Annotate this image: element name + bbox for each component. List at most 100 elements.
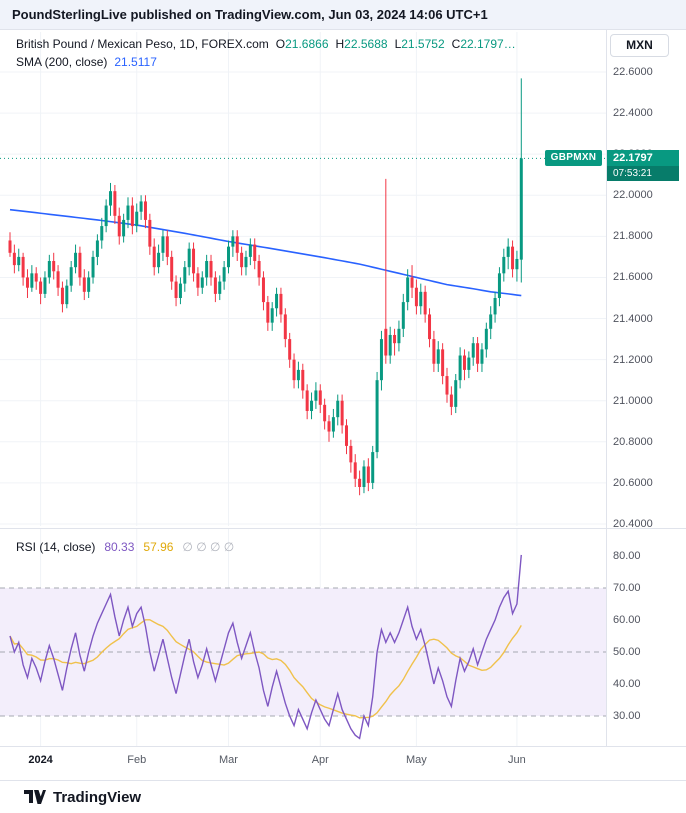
pane-separator[interactable]: [0, 528, 686, 529]
attribution-bar: PoundSterlingLive published on TradingVi…: [0, 0, 686, 30]
high-label: H: [335, 37, 345, 51]
candle-body: [270, 308, 274, 323]
candle-body: [301, 369, 305, 391]
candle-body: [375, 380, 379, 453]
time-tick-label: Feb: [127, 754, 147, 766]
candle-body: [480, 349, 484, 364]
last-price-label: 22.1797: [607, 150, 679, 166]
candle-body: [231, 236, 235, 247]
time-tick-label: Apr: [311, 754, 329, 766]
currency-button[interactable]: MXN: [610, 34, 669, 57]
close-label: C: [451, 37, 461, 51]
candle-body: [100, 226, 104, 241]
candle-body: [200, 277, 204, 288]
candle-body: [261, 277, 265, 303]
rsi-tick-label: 70.00: [613, 582, 641, 594]
candle-body: [323, 404, 327, 422]
candle-body: [52, 261, 56, 272]
candle-body: [423, 291, 427, 315]
candle-body: [139, 201, 143, 212]
candle-body: [187, 248, 191, 268]
candle-body: [56, 271, 60, 288]
open-label: O: [275, 37, 286, 51]
candle-body: [69, 267, 73, 286]
candle-body: [349, 445, 353, 463]
rsi-line: [9, 554, 522, 740]
attribution-text: PoundSterlingLive published on TradingVi…: [12, 7, 488, 22]
candle-body: [515, 258, 519, 270]
footer-bar: TradingView: [0, 780, 686, 813]
candle-body: [95, 240, 99, 257]
candle-body: [209, 261, 213, 278]
candle-body: [113, 191, 117, 216]
candle-body: [497, 273, 501, 298]
candle-body: [135, 211, 139, 227]
price-chart-canvas[interactable]: [0, 32, 606, 526]
price-tick-label: 21.0000: [613, 394, 653, 407]
candle-body: [445, 376, 449, 395]
candle-body: [476, 343, 480, 364]
candle-body: [165, 236, 169, 257]
candle-body: [91, 256, 95, 278]
candle-body: [292, 359, 296, 381]
candle-body: [213, 277, 217, 294]
candle-body: [393, 334, 397, 344]
candle-body: [74, 252, 78, 268]
price-tick-label: 21.2000: [613, 353, 653, 366]
candle-body: [353, 462, 357, 479]
candle-body: [362, 466, 366, 488]
candle-body: [257, 261, 261, 278]
candle-body: [283, 314, 287, 340]
candle-body: [511, 246, 515, 270]
candle-body: [87, 277, 91, 292]
candle-body: [34, 273, 38, 282]
price-tick-label: 22.0000: [613, 189, 653, 202]
candle-body: [288, 339, 292, 360]
candle-body: [379, 339, 383, 381]
open-value: 21.6866: [285, 37, 329, 51]
rsi-tick-label: 60.00: [613, 614, 641, 626]
candle-body: [196, 273, 200, 288]
tradingview-logo-icon: [24, 790, 46, 804]
candle-body: [502, 256, 506, 274]
candle-body: [441, 349, 445, 377]
candle-body: [467, 357, 471, 370]
candle-body: [235, 236, 239, 253]
candle-body: [414, 287, 418, 307]
symbol-legend: British Pound / Mexican Peso, 1D, FOREX.…: [16, 37, 516, 51]
candle-body: [458, 355, 462, 381]
candle-body: [366, 466, 370, 483]
candle-body: [384, 328, 388, 356]
candle-body: [222, 267, 226, 282]
candle-body: [484, 328, 488, 350]
candle-body: [143, 201, 147, 220]
candle-body: [449, 394, 453, 407]
time-tick-label: Jun: [508, 754, 526, 766]
rsi-legend: RSI (14, close) 80.33 57.96 ∅ ∅ ∅ ∅: [16, 540, 234, 554]
candle-body: [183, 267, 187, 284]
candle-body: [305, 390, 309, 411]
sma-legend: SMA (200, close) 21.5117: [16, 55, 157, 69]
candle-body: [493, 298, 497, 315]
low-value: 21.5752: [401, 37, 445, 51]
candle-body: [25, 277, 29, 288]
candle-body: [126, 205, 130, 220]
rsi-label: RSI (14, close): [16, 540, 96, 554]
candle-body: [410, 277, 414, 288]
candle-body: [432, 339, 436, 364]
candle-body: [240, 252, 244, 268]
candle-body: [178, 283, 182, 298]
low-label: L: [394, 37, 402, 51]
candle-body: [192, 248, 196, 274]
candle-body: [43, 277, 47, 294]
rsi-chart-canvas[interactable]: [0, 529, 606, 746]
candle-body: [117, 215, 121, 237]
bar-countdown-label: 07:53:21: [607, 166, 679, 181]
rsi-ma-value: 57.96: [143, 540, 174, 554]
candle-body: [21, 256, 25, 278]
candle-body: [401, 302, 405, 329]
time-tick-label: May: [406, 754, 427, 766]
candle-body: [388, 334, 392, 356]
rsi-tick-label: 40.00: [613, 678, 641, 690]
time-axis-border: [0, 746, 686, 747]
